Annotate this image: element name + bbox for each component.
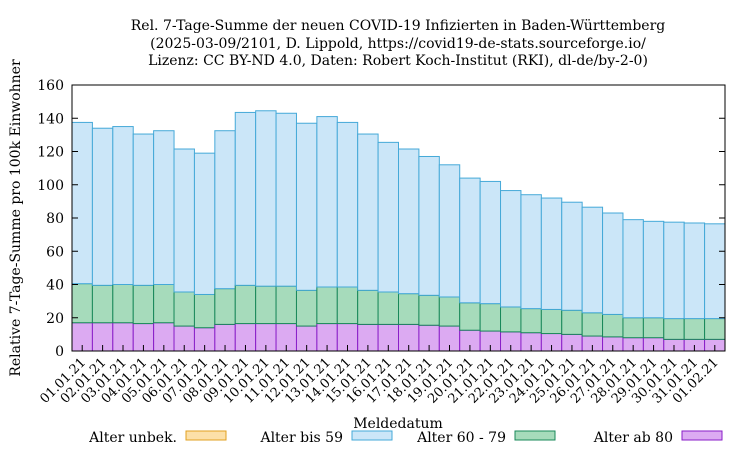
bar-segment-alter-60-79-11.01.21 [275,285,297,325]
legend-label: Alter 60 - 79 [416,430,506,446]
legend-label: Alter unbek. [88,430,177,446]
bar-segment-alter-60-79-09.01.21 [234,284,257,325]
bar-segment-alter-60-79-27.01.21 [602,313,624,338]
bar-segment-alter-bis-59-29.01.21 [642,220,665,319]
bar-segment-alter-bis-59-04.01.21 [132,133,155,286]
bar-segment-alter-bis-59-01.02.21 [704,223,726,320]
x-axis: 01.01.2102.01.2103.01.2104.01.2105.01.21… [37,345,722,407]
bar-segment-alter-60-79-22.01.21 [500,306,522,333]
legend-label: Alter ab 80 [593,430,673,446]
bar-segment-alter-bis-59-07.01.21 [193,152,216,295]
y-tick-label: 160 [37,78,64,94]
bar-segment-alter-bis-59-17.01.21 [398,148,420,295]
y-tick-label: 80 [46,211,64,227]
legend-label: Alter bis 59 [259,430,343,446]
y-tick-label: 140 [37,111,64,127]
bar-segment-alter-bis-59-06.01.21 [173,148,195,293]
x-axis-label: Meldedatum [353,416,443,432]
bar-segment-alter-60-79-02.01.21 [91,284,114,324]
title-line-3: Lizenz: CC BY-ND 4.0, Daten: Robert Koch… [148,53,648,69]
bar-segment-alter-60-79-01.01.21 [71,283,93,324]
bar-segment-alter-bis-59-01.01.21 [71,121,93,285]
bar-segment-alter-bis-59-22.01.21 [500,190,522,308]
y-tick-label: 40 [46,278,64,294]
legend-swatch [351,430,393,441]
bar-segment-alter-bis-59-23.01.21 [520,194,542,310]
legend-swatch [185,430,227,441]
bar-segment-alter-60-79-16.01.21 [377,291,399,325]
bar-segment-alter-bis-59-13.01.21 [316,116,338,288]
bar-segment-alter-60-79-19.01.21 [438,296,461,327]
bar-segment-alter-60-79-20.01.21 [459,302,481,331]
bar-segment-alter-bis-59-10.01.21 [255,110,277,287]
bar-segment-alter-bis-59-08.01.21 [214,130,236,290]
bar-segment-alter-60-79-25.01.21 [561,309,583,335]
bar-segment-alter-bis-59-20.01.21 [459,177,481,304]
bar-segment-alter-bis-59-02.01.21 [91,127,114,286]
bar-segment-alter-bis-59-11.01.21 [275,112,297,287]
bar-segment-alter-60-79-17.01.21 [398,293,420,325]
y-tick-label: 0 [55,344,64,360]
title-line-2: (2025-03-09/2101, D. Lippold, https://co… [150,36,646,52]
y-axis-label: Relative 7-Tage-Summe pro 100k Einwohner [8,59,24,377]
bar-segment-alter-60-79-03.01.21 [112,284,134,324]
bar-segment-alter-bis-59-26.01.21 [581,206,604,314]
y-tick-label: 100 [37,178,64,194]
bar-segment-alter-60-79-23.01.21 [520,308,542,334]
y-tick-label: 120 [37,145,64,161]
bar-segment-alter-60-79-26.01.21 [581,312,604,337]
bar-segment-alter-bis-59-25.01.21 [561,201,583,311]
bar-segment-alter-60-79-10.01.21 [255,285,277,325]
chart-title: Rel. 7-Tage-Summe der neuen COVID-19 Inf… [131,18,666,69]
bar-segment-alter-bis-59-19.01.21 [438,164,461,298]
legend-swatch [681,430,723,441]
bar-segment-alter-60-79-07.01.21 [193,293,216,329]
bar-segment-alter-60-79-15.01.21 [357,289,379,325]
bar-segment-alter-bis-59-05.01.21 [153,130,175,285]
bar-segment-alter-60-79-13.01.21 [316,286,338,325]
bar-segment-alter-60-79-31.01.21 [683,318,706,340]
bar-segment-alter-60-79-01.02.21 [704,318,726,340]
bar-segment-alter-60-79-05.01.21 [153,284,175,324]
bar-segment-alter-bis-59-24.01.21 [540,197,563,310]
legend: Alter unbek. Alter bis 59 Alter 60 - 79 Alt… [88,430,723,446]
bar-segment-alter-60-79-18.01.21 [418,294,440,326]
bar-segment-alter-bis-59-16.01.21 [377,141,399,293]
bar-segment-alter-bis-59-31.01.21 [683,222,706,320]
bar-segment-alter-bis-59-18.01.21 [418,155,440,296]
bar-segment-alter-bis-59-09.01.21 [234,111,257,286]
bar-segment-alter-bis-59-21.01.21 [479,180,502,305]
bar-segment-alter-60-79-30.01.21 [663,318,685,340]
bar-segment-alter-60-79-14.01.21 [336,286,359,325]
bars-layer [71,110,726,352]
plot-frame [71,84,726,352]
bar-segment-alter-bis-59-28.01.21 [622,219,644,319]
bar-segment-alter-bis-59-27.01.21 [602,212,624,315]
y-axis: 0 20 40 60 80 100 120 140 160 [37,78,725,360]
bar-segment-alter-bis-59-30.01.21 [663,221,685,320]
legend-swatch [514,430,556,441]
bar-segment-alter-60-79-12.01.21 [295,289,318,327]
bar-segment-alter-60-79-24.01.21 [540,308,563,335]
bar-segment-alter-bis-59-03.01.21 [112,126,134,285]
y-tick-label: 60 [46,244,64,260]
bar-segment-alter-60-79-06.01.21 [173,291,195,327]
bar-segment-alter-bis-59-14.01.21 [336,121,359,288]
bar-segment-alter-60-79-08.01.21 [214,288,236,325]
bar-segment-alter-60-79-21.01.21 [479,303,502,332]
bar-segment-alter-60-79-04.01.21 [132,284,155,325]
bar-segment-alter-60-79-29.01.21 [642,317,665,339]
title-line-1: Rel. 7-Tage-Summe der neuen COVID-19 Inf… [131,18,666,34]
bar-segment-alter-bis-59-12.01.21 [295,122,318,291]
bar-segment-alter-bis-59-15.01.21 [357,133,379,291]
y-tick-label: 20 [46,311,64,327]
bar-segment-alter-60-79-28.01.21 [622,317,644,339]
